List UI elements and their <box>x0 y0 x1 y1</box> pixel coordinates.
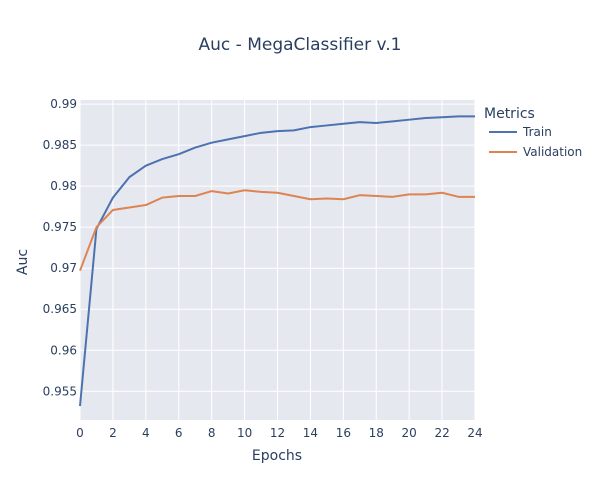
legend-item-validation[interactable]: Validation <box>489 145 582 159</box>
chart-title: Auc - MegaClassifier v.1 <box>199 35 402 55</box>
y-tick-label: 0.99 <box>50 97 77 111</box>
legend-label: Train <box>522 125 552 139</box>
x-tick-label: 22 <box>434 426 449 440</box>
x-axis-title: Epochs <box>252 448 302 464</box>
x-tick-label: 10 <box>237 426 252 440</box>
x-tick-label: 4 <box>142 426 150 440</box>
y-axis-ticks: 0.955 0.96 0.965 0.97 0.975 0.98 0.985 0.99 <box>43 97 77 398</box>
x-tick-label: 16 <box>336 426 351 440</box>
y-tick-label: 0.97 <box>50 261 77 275</box>
series-layer <box>79 115 475 407</box>
x-tick-label: 0 <box>76 426 84 440</box>
x-tick-label: 24 <box>467 426 482 440</box>
y-tick-label: 0.955 <box>43 384 77 398</box>
x-tick-label: 20 <box>402 426 417 440</box>
series-line-train[interactable] <box>79 115 475 407</box>
x-tick-label: 14 <box>303 426 318 440</box>
legend[interactable]: Metrics Train Validation <box>484 106 582 159</box>
x-tick-label: 2 <box>109 426 117 440</box>
x-tick-label: 6 <box>175 426 183 440</box>
legend-title: Metrics <box>484 106 535 122</box>
y-tick-label: 0.975 <box>43 220 77 234</box>
x-axis-ticks: 0 2 4 6 8 10 12 14 16 18 20 22 24 <box>76 426 482 440</box>
y-tick-label: 0.965 <box>43 302 77 316</box>
x-tick-label: 12 <box>270 426 285 440</box>
legend-item-train[interactable]: Train <box>489 125 552 139</box>
legend-label: Validation <box>523 145 582 159</box>
series-line-validation[interactable] <box>79 189 475 272</box>
x-tick-label: 18 <box>369 426 384 440</box>
y-tick-label: 0.985 <box>43 138 77 152</box>
y-axis-title: Auc <box>15 249 31 275</box>
y-tick-label: 0.98 <box>50 179 77 193</box>
x-tick-label: 8 <box>208 426 216 440</box>
y-tick-label: 0.96 <box>50 343 77 357</box>
gridlines <box>79 100 476 420</box>
